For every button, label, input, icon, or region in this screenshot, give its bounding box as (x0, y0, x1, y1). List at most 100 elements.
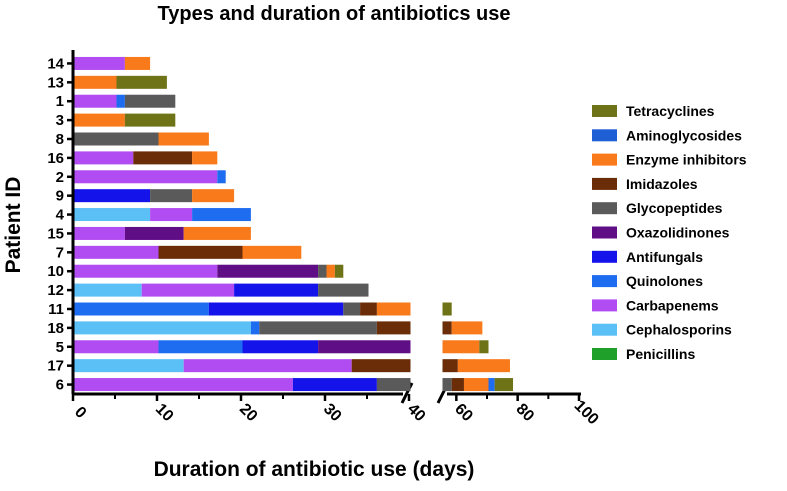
legend-label-enzyme-inhibitors: Enzyme inhibitors (626, 152, 747, 168)
bar-segment-patient-18-quinolones (250, 321, 260, 335)
bar-segment-patient-3-enzyme-inhibitors (74, 113, 125, 127)
legend-swatch-enzyme-inhibitors (592, 153, 617, 166)
chart-title: Types and duration of antibiotics use (158, 3, 511, 25)
bar-segment-patient-10-glycopeptides (318, 264, 327, 278)
bar-segment-patient-11-enzyme-inhibitors (376, 302, 411, 316)
patient-label-5: 5 (56, 339, 64, 356)
bar-segment-patient-16-carbapenems (74, 151, 134, 165)
bar-segment-patient-10-enzyme-inhibitors (326, 264, 335, 278)
bar-segment-patient-14-carbapenems (74, 56, 125, 70)
legend-label-glycopeptides: Glycopeptides (626, 200, 723, 216)
bar-segment-patient-7-carbapenems (74, 245, 159, 259)
x-tick-label-20: 20 (236, 401, 261, 426)
patient-label-10: 10 (47, 263, 64, 280)
bars (74, 56, 514, 392)
bar-segment-patient-5-oxazolidinones (318, 340, 411, 354)
patient-label-13: 13 (47, 74, 64, 91)
bar-segment-patient-13-tetracyclines (116, 75, 167, 89)
bar-segment-patient-17-cephalosporins (74, 359, 184, 373)
legend-swatch-penicillins (592, 348, 617, 360)
patient-label-14: 14 (47, 55, 64, 72)
bar-segment-patient-17-imidazoles (351, 359, 411, 373)
legend-label-carbapenems: Carbapenems (626, 297, 719, 313)
bar-segment-patient-17-enzyme-inhibitors (457, 359, 510, 373)
bar-segment-patient-5-carbapenems (74, 340, 159, 354)
bar-segment-patient-3-tetracyclines (124, 113, 176, 127)
bar-segment-patient-1-quinolones (116, 94, 125, 108)
bar-segment-patient-18-imidazoles (376, 321, 411, 335)
patient-label-7: 7 (56, 244, 64, 261)
x-tick-label-10: 10 (152, 401, 177, 426)
legend-swatch-glycopeptides (592, 202, 617, 215)
bar-segment-patient-10-oxazolidinones (217, 264, 319, 278)
legend-label-tetracyclines: Tetracyclines (626, 103, 715, 119)
legend-label-penicillins: Penicillins (626, 346, 695, 362)
bar-segment-patient-9-antifungals (74, 189, 151, 203)
legend-swatch-oxazolidinones (592, 226, 617, 239)
x-tick-label-40: 40 (404, 401, 429, 426)
bar-segment-patient-18-imidazoles (442, 321, 452, 335)
legend-swatch-aminoglycosides (592, 129, 617, 142)
bar-segment-patient-2-quinolones (217, 170, 226, 184)
bar-segment-patient-18-enzyme-inhibitors (451, 321, 483, 335)
legend-swatch-antifungals (592, 250, 617, 263)
legend-label-aminoglycosides: Aminoglycosides (626, 127, 742, 143)
bar-segment-patient-12-glycopeptides (318, 283, 369, 297)
bar-segment-patient-10-carbapenems (74, 264, 218, 278)
patient-label-17: 17 (47, 358, 64, 375)
x-tick-label-0: 0 (71, 404, 89, 422)
legend-swatch-cephalosporins (592, 323, 617, 336)
y-axis-label: Patient ID (2, 177, 25, 274)
bar-segment-patient-11-tetracyclines (442, 302, 452, 316)
legend-swatch-tetracyclines (592, 105, 617, 117)
patient-label-18: 18 (47, 320, 64, 337)
patient-label-2: 2 (56, 169, 64, 186)
patient-label-16: 16 (47, 150, 64, 167)
x-tick-label-100: 100 (571, 397, 602, 428)
bar-segment-patient-9-enzyme-inhibitors (192, 189, 235, 203)
x-tick-label-60: 60 (451, 401, 476, 426)
bar-segment-patient-8-enzyme-inhibitors (158, 132, 209, 146)
x-tick-label-30: 30 (320, 401, 345, 426)
patient-label-11: 11 (48, 301, 64, 318)
bar-segment-patient-6-tetracyclines (494, 378, 514, 392)
bar-segment-patient-6-quinolones (488, 378, 495, 392)
patient-label-3: 3 (56, 112, 64, 129)
bar-segment-patient-17-imidazoles (442, 359, 458, 373)
bar-segment-patient-12-cephalosporins (74, 283, 142, 297)
patient-label-12: 12 (47, 282, 64, 299)
legend-label-imidazoles: Imidazoles (626, 176, 698, 192)
legend-label-quinolones: Quinolones (626, 273, 703, 289)
bar-segment-patient-6-enzyme-inhibitors (463, 378, 489, 392)
bar-segment-patient-13-enzyme-inhibitors (74, 75, 117, 89)
legend-swatch-imidazoles (592, 177, 617, 190)
bar-segment-patient-18-glycopeptides (259, 321, 377, 335)
bar-segment-patient-10-tetracyclines (334, 264, 344, 278)
bar-segment-patient-5-tetracyclines (479, 340, 489, 354)
legend-swatch-quinolones (592, 275, 617, 288)
bar-segment-patient-18-cephalosporins (74, 321, 251, 335)
bar-segment-patient-6-glycopeptides (442, 378, 452, 392)
bar-segment-patient-11-imidazoles (360, 302, 377, 316)
patient-label-4: 4 (56, 207, 65, 224)
bar-segment-patient-16-enzyme-inhibitors (192, 151, 218, 165)
bar-segment-patient-14-enzyme-inhibitors (124, 56, 151, 70)
bar-segment-patient-4-cephalosporins (74, 208, 151, 222)
bar-segment-patient-17-carbapenems (183, 359, 352, 373)
bar-segment-patient-6-imidazoles (451, 378, 464, 392)
bar-segment-patient-1-glycopeptides (124, 94, 176, 108)
bar-segment-patient-6-antifungals (292, 378, 377, 392)
bar-segment-patient-7-imidazoles (158, 245, 243, 259)
legend-label-antifungals: Antifungals (626, 249, 703, 265)
bar-segment-patient-11-quinolones (74, 302, 209, 316)
patient-label-8: 8 (56, 131, 64, 148)
bar-segment-patient-15-oxazolidinones (124, 226, 184, 240)
bar-segment-patient-4-carbapenems (150, 208, 193, 222)
x-tick-label-80: 80 (513, 401, 538, 426)
bar-segment-patient-12-carbapenems (141, 283, 235, 297)
bar-segment-patient-5-quinolones (158, 340, 243, 354)
legend-label-cephalosporins: Cephalosporins (626, 322, 732, 338)
bar-segment-patient-5-enzyme-inhibitors (442, 340, 480, 354)
bar-segment-patient-12-antifungals (234, 283, 319, 297)
bar-segment-patient-16-imidazoles (133, 151, 193, 165)
